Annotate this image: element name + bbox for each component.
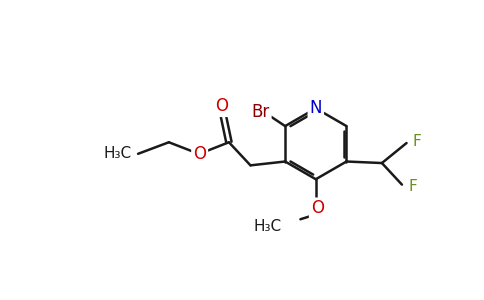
- Text: N: N: [310, 99, 322, 117]
- Text: H₃C: H₃C: [104, 146, 132, 161]
- Text: O: O: [215, 97, 228, 115]
- Text: Br: Br: [251, 103, 270, 121]
- Text: F: F: [413, 134, 422, 149]
- Text: H₃C: H₃C: [254, 220, 282, 235]
- Text: O: O: [311, 200, 324, 217]
- Text: F: F: [408, 178, 417, 194]
- Text: O: O: [193, 145, 206, 163]
